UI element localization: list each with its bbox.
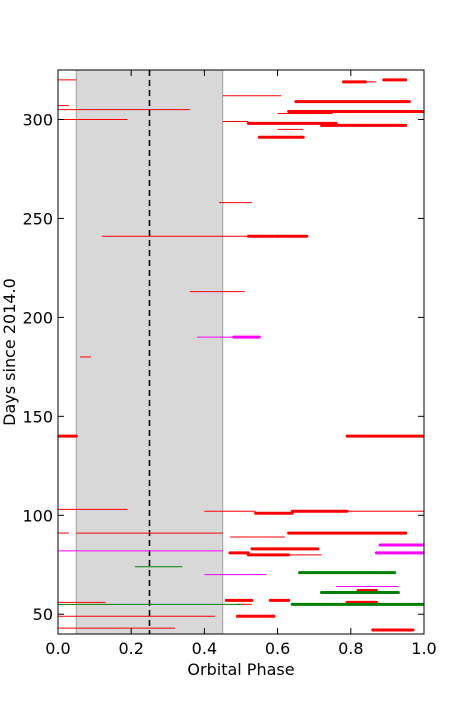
x-tick-label: 0.6: [265, 639, 290, 658]
plot-area: [58, 70, 424, 634]
y-tick-label: 50: [33, 605, 53, 624]
x-tick-label: 0.8: [338, 639, 363, 658]
x-axis-label: Orbital Phase: [187, 660, 294, 679]
axes: 0.0 0.2 0.4 0.6 0.8 1.0 50 100 150 200 250 300: [22, 69, 437, 658]
x-tick-label: 0.2: [118, 639, 143, 658]
x-tick-label: 0.0: [45, 639, 70, 658]
y-tick-label: 200: [22, 308, 53, 327]
y-tick-label: 150: [22, 407, 53, 426]
plot-frame: [57, 69, 425, 635]
x-tick-label: 0.4: [192, 639, 217, 658]
y-tick-label: 100: [22, 506, 53, 525]
y-tick-label: 300: [22, 110, 53, 129]
x-tick-label: 1.0: [411, 639, 436, 658]
y-axis-label: Days since 2014.0: [0, 278, 19, 426]
y-tick-label: 250: [22, 209, 53, 228]
